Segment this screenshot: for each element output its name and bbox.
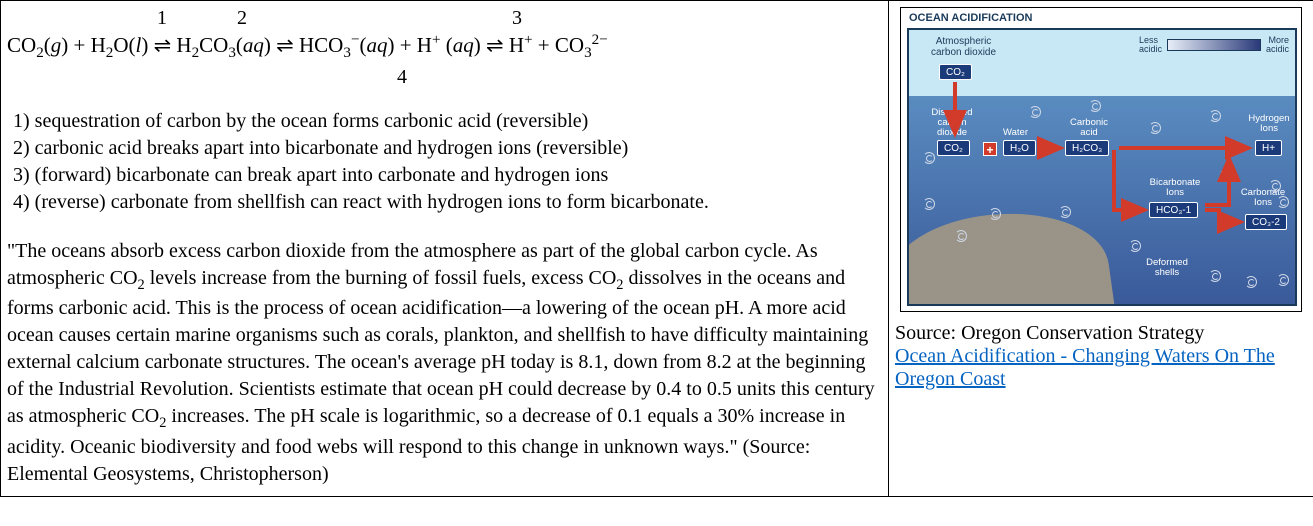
right-column: OCEAN ACIDIFICATION Less acidic More aci… <box>889 1 1313 497</box>
equation-block: 1 2 3 CO2(g) + H2O(l) ⇌ H2CO3(aq) ⇌ HCO3… <box>7 5 882 90</box>
quote-paragraph: "The oceans absorb excess carbon dioxide… <box>7 238 882 488</box>
step-1: 1) sequestration of carbon by the ocean … <box>13 108 882 135</box>
eq-num-4: 4 <box>7 64 882 90</box>
equation-formula: CO2(g) + H2O(l) ⇌ H2CO3(aq) ⇌ HCO3−(aq) … <box>7 31 882 64</box>
eq-num-2: 2 <box>177 5 307 31</box>
step-3: 3) (forward) bicarbonate can break apart… <box>13 162 882 189</box>
reaction-arrows <box>909 30 1295 304</box>
ocean-acidification-diagram: OCEAN ACIDIFICATION Less acidic More aci… <box>900 7 1302 312</box>
diagram-title: OCEAN ACIDIFICATION <box>909 12 1032 24</box>
equation-step-numbers: 1 2 3 <box>7 5 882 31</box>
two-column-layout: 1 2 3 CO2(g) + H2O(l) ⇌ H2CO3(aq) ⇌ HCO3… <box>0 0 1313 497</box>
step-2: 2) carbonic acid breaks apart into bicar… <box>13 135 882 162</box>
step-4: 4) (reverse) carbonate from shellfish ca… <box>13 189 882 216</box>
source-text: Source: Oregon Conservation Strategy <box>895 322 1307 345</box>
eq-num-1: 1 <box>7 5 177 31</box>
left-column: 1 2 3 CO2(g) + H2O(l) ⇌ H2CO3(aq) ⇌ HCO3… <box>1 1 889 497</box>
step-explanations: 1) sequestration of carbon by the ocean … <box>13 108 882 216</box>
source-link[interactable]: Ocean Acidification - Changing Waters On… <box>895 345 1275 390</box>
diagram-canvas: Less acidic More acidic Atmosphericcarbo… <box>907 28 1297 306</box>
eq-num-3: 3 <box>307 5 567 31</box>
